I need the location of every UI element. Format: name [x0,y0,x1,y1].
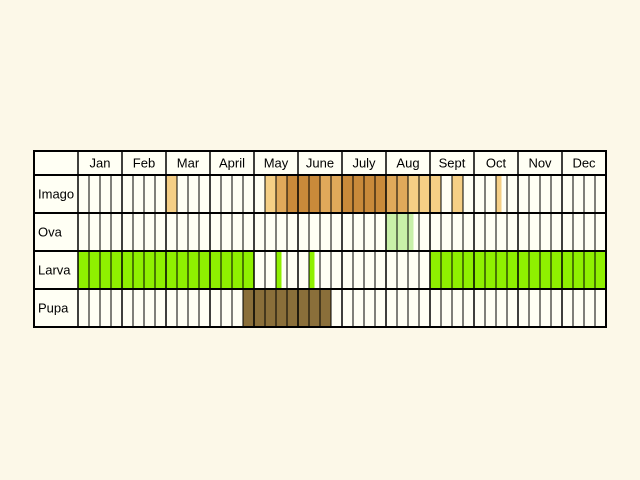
larva-period-2 [309,252,315,288]
month-label-feb: Feb [133,156,155,171]
row-label-imago: Imago [38,187,74,202]
month-label-june: June [306,156,334,171]
month-label-sept: Sept [439,156,466,171]
month-label-oct: Oct [486,156,507,171]
imago-period-3 [287,176,320,212]
row-label-ova: Ova [38,225,63,240]
ova-period-2 [408,214,414,250]
month-label-may: May [264,156,289,171]
imago-period-9 [496,176,502,212]
ova-period-1 [397,214,408,250]
imago-period-7 [408,176,441,212]
imago-period-1 [265,176,276,212]
row-label-pupa: Pupa [38,301,69,316]
month-label-jan: Jan [90,156,111,171]
imago-period-2 [276,176,287,212]
table-border [33,150,607,328]
imago-period-0 [166,176,177,212]
month-label-july: July [352,156,376,171]
month-label-april: April [219,156,245,171]
imago-period-8 [452,176,463,212]
month-label-nov: Nov [528,156,552,171]
ova-period-0 [386,214,397,250]
month-label-aug: Aug [396,156,419,171]
month-label-dec: Dec [572,156,596,171]
larva-period-1 [276,252,282,288]
month-label-mar: Mar [177,156,200,171]
row-label-larva: Larva [38,263,71,278]
